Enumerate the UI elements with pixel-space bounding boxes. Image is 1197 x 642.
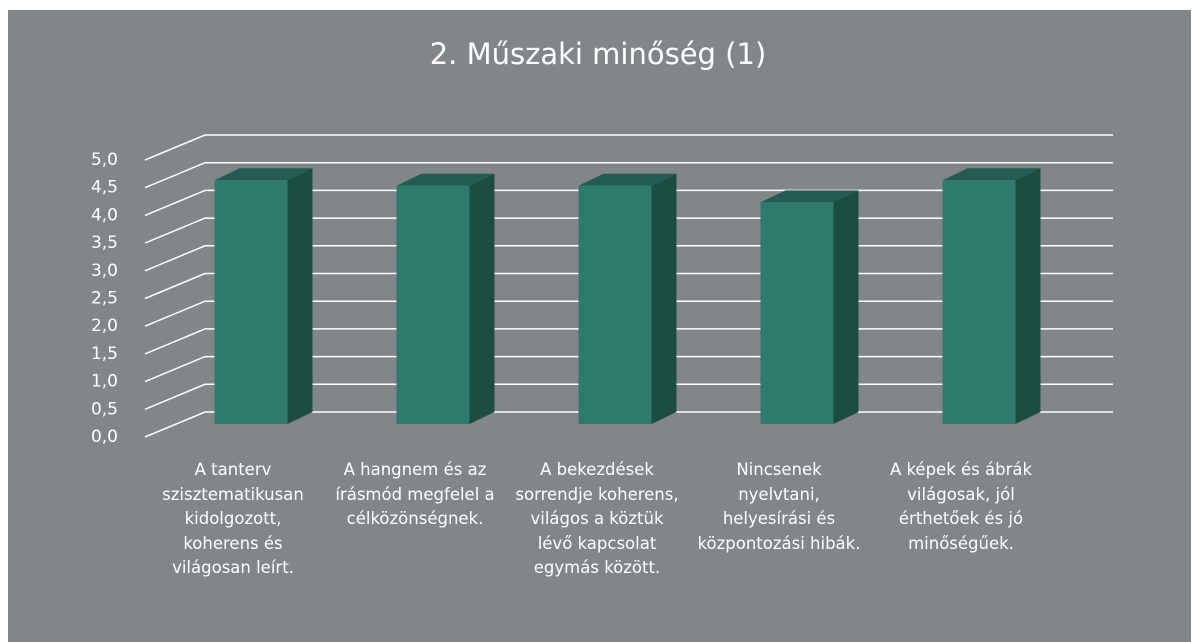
bar [578,173,677,424]
y-tick-label: 1,5 [91,344,118,364]
bar [760,190,859,424]
bar [942,168,1041,424]
bar-front [396,185,470,424]
y-tick-label: 2,0 [91,316,118,336]
bar-top [760,190,859,203]
bar-top [396,173,495,186]
y-tick-label: 3,5 [91,233,118,253]
bar-side [469,173,495,424]
y-tick-label: 5,0 [91,150,118,170]
bar-side [651,173,677,424]
bar-front [214,180,288,424]
grid-line [144,161,1113,189]
y-tick-label: 3,0 [91,261,118,281]
x-tick-label: A hangnem és az írásmód megfelel a célkö… [335,460,495,528]
y-tick-label: 0,5 [91,399,118,419]
y-tick-label: 2,5 [91,289,118,309]
bar-side [287,168,313,424]
y-tick-label: 4,5 [91,178,118,198]
bar-top [578,173,677,186]
bar-side [833,190,859,424]
bar-side [1015,168,1041,424]
bar-top [942,168,1041,181]
bar [214,168,313,424]
bar-front [578,185,652,424]
bar-front [942,180,1016,424]
x-tick-label: A képek és ábrák világosak, jól érthetőe… [889,460,1033,553]
y-tick-label: 0,0 [91,427,118,447]
bar-front [760,202,834,424]
y-tick-label: 1,0 [91,372,118,392]
bar [396,173,495,424]
y-tick-label: 4,0 [91,205,118,225]
bar-top [214,168,313,181]
chart-title: 2. Műszaki minőség (1) [430,37,767,71]
x-tick-label: A tanterv szisztematikusan kidolgozott, … [162,460,304,577]
x-tick-label: A bekezdések sorrendje koherens, világos… [515,460,679,577]
x-tick-label: Nincsenek nyelvtani, helyesírási és közp… [697,460,861,553]
grid-line [144,134,1113,161]
